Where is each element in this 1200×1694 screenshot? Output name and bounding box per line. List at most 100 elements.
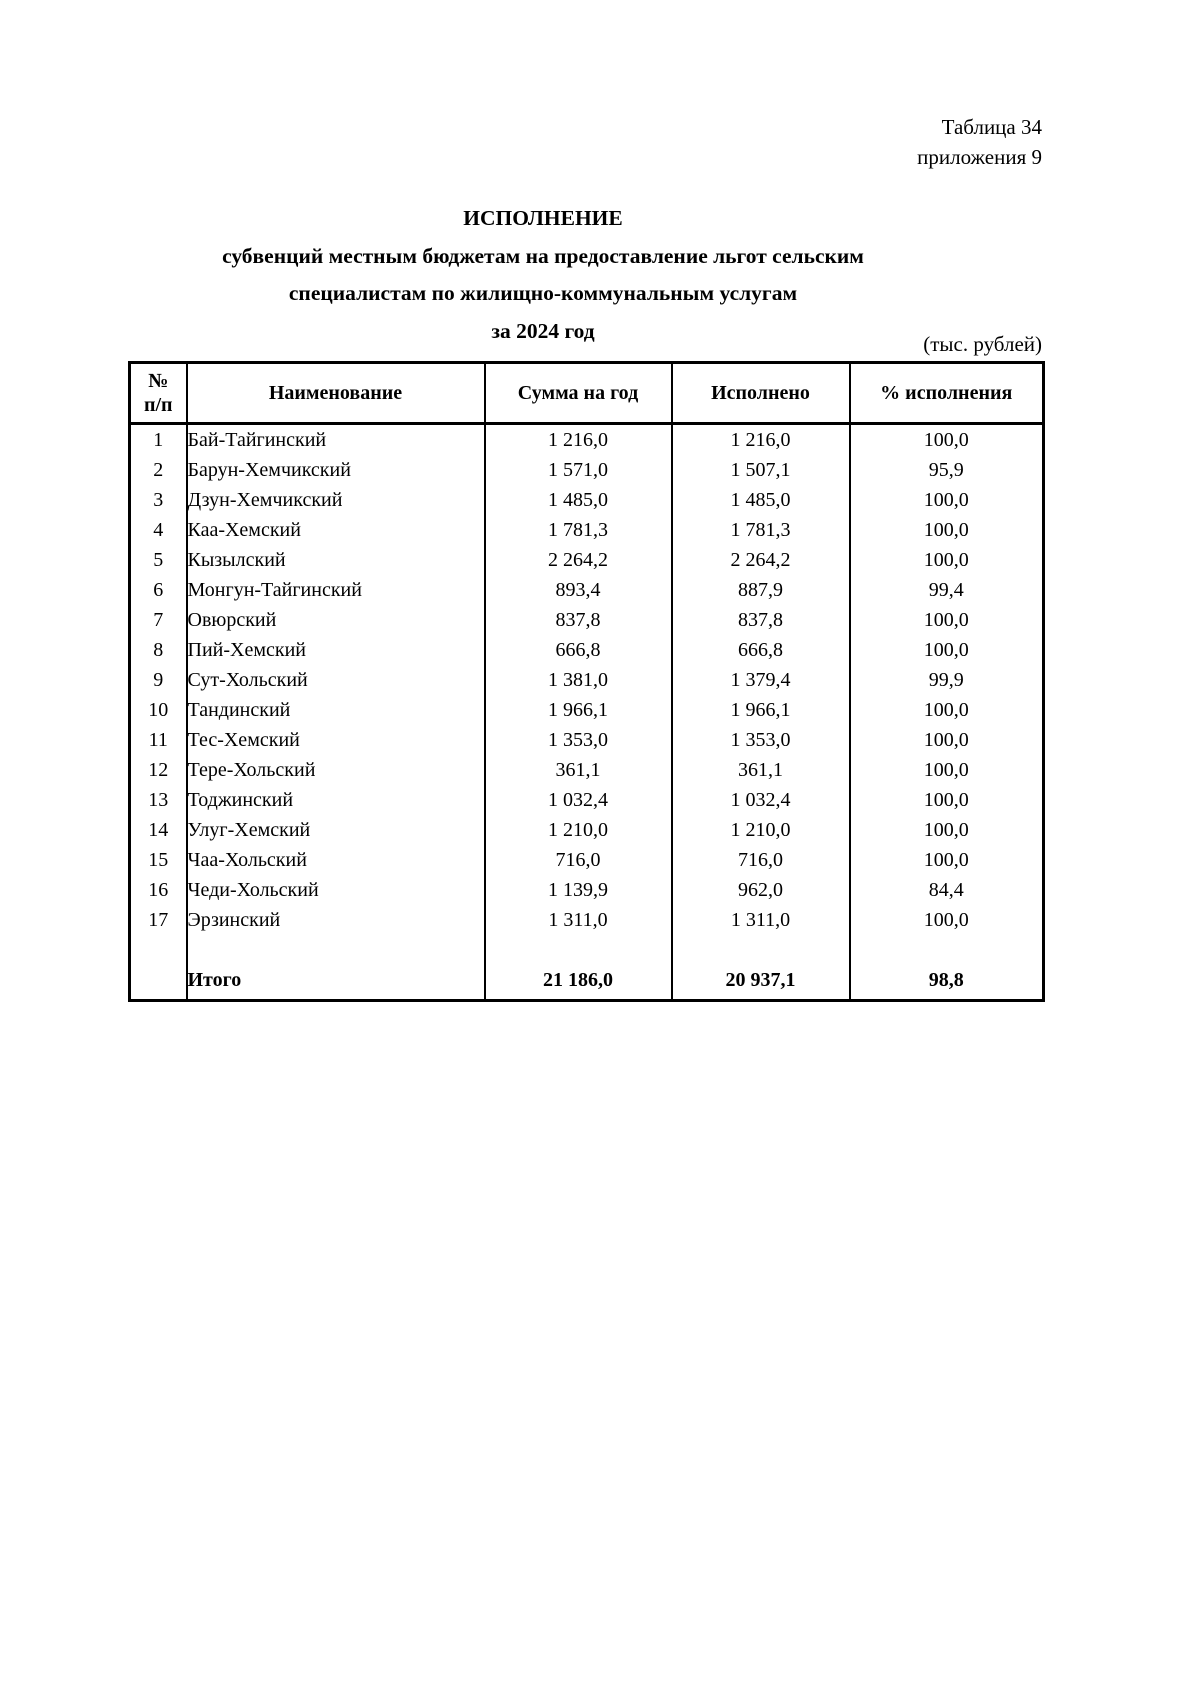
cell-annual-sum: 1 966,1 (483, 695, 673, 725)
cell-executed: 1 966,1 (670, 695, 851, 725)
cell-district-name: Тоджинский (185, 785, 486, 815)
cell-row-number: 8 (128, 635, 188, 665)
cell-district-name: Тере-Хольский (185, 755, 486, 785)
title-line-3: специалистам по жилищно-коммунальным усл… (288, 281, 798, 305)
table-row: 3 Дзун-Хемчикский 1 485,0 1 485,0 100,0 (128, 485, 1045, 515)
spacer-row (128, 935, 1045, 965)
cell-percent: 100,0 (848, 815, 1045, 845)
cell-row-number: 12 (128, 755, 188, 785)
cell-row-number: 9 (128, 665, 188, 695)
cell-annual-sum: 2 264,2 (483, 545, 673, 575)
cell-executed: 716,0 (670, 845, 851, 875)
col-header-name: Наименование (185, 362, 486, 425)
cell-row-number: 11 (128, 725, 188, 755)
cell-row-number: 4 (128, 515, 188, 545)
cell-percent: 100,0 (848, 755, 1045, 785)
cell-row-number: 15 (128, 845, 188, 875)
title-line-2: субвенций местным бюджетам на предоставл… (222, 243, 864, 268)
cell-percent: 100,0 (848, 695, 1045, 725)
table-row: 1 Бай-Тайгинский 1 216,0 1 216,0 100,0 (128, 423, 1045, 455)
cell-annual-sum: 1 781,3 (483, 515, 673, 545)
cell-percent: 100,0 (848, 725, 1045, 755)
cell-percent: 100,0 (848, 485, 1045, 515)
corner-reference: Таблица 34 приложения 9 (917, 112, 1042, 172)
table-row: 13 Тоджинский 1 032,4 1 032,4 100,0 (128, 785, 1045, 815)
cell-row-number: 13 (128, 785, 188, 815)
cell-district-name: Бай-Тайгинский (185, 423, 486, 455)
cell-annual-sum: 1 571,0 (483, 455, 673, 485)
cell-row-number: 16 (128, 875, 188, 905)
cell-district-name: Чаа-Хольский (185, 845, 486, 875)
cell-district-name: Пий-Хемский (185, 635, 486, 665)
cell-row-number: 17 (128, 905, 188, 935)
cell-executed: 1 379,4 (670, 665, 851, 695)
cell-empty (128, 935, 188, 965)
cell-district-name: Тандинский (185, 695, 486, 725)
cell-annual-sum: 837,8 (483, 605, 673, 635)
cell-district-name: Улуг-Хемский (185, 815, 486, 845)
title-line-4: за 2024 год (491, 318, 595, 343)
table-row: 6 Монгун-Тайгинский 893,4 887,9 99,4 (128, 575, 1045, 605)
total-label: Итого (185, 965, 486, 1001)
cell-executed: 1 353,0 (670, 725, 851, 755)
total-executed: 20 937,1 (670, 965, 851, 1001)
cell-row-number: 7 (128, 605, 188, 635)
cell-percent: 100,0 (848, 785, 1045, 815)
total-percent: 98,8 (848, 965, 1045, 1001)
cell-executed: 1 311,0 (670, 905, 851, 935)
col-header-executed: Исполнено (670, 362, 851, 425)
execution-table: № п/п Наименование Сумма на год Исполнен… (128, 361, 1045, 1002)
cell-district-name: Кызылский (185, 545, 486, 575)
cell-percent: 100,0 (848, 545, 1045, 575)
cell-empty (483, 935, 673, 965)
cell-empty (670, 935, 851, 965)
cell-row-number: 5 (128, 545, 188, 575)
cell-empty (185, 935, 486, 965)
cell-executed: 1 485,0 (670, 485, 851, 515)
cell-executed: 837,8 (670, 605, 851, 635)
corner-appendix-number: приложения 9 (917, 145, 1042, 169)
cell-annual-sum: 1 032,4 (483, 785, 673, 815)
cell-district-name: Монгун-Тайгинский (185, 575, 486, 605)
table-row: 5 Кызылский 2 264,2 2 264,2 100,0 (128, 545, 1045, 575)
table-row: 7 Овюрский 837,8 837,8 100,0 (128, 605, 1045, 635)
cell-district-name: Дзун-Хемчикский (185, 485, 486, 515)
table-row: 8 Пий-Хемский 666,8 666,8 100,0 (128, 635, 1045, 665)
table-row: 4 Каа-Хемский 1 781,3 1 781,3 100,0 (128, 515, 1045, 545)
document-title: ИСПОЛНЕНИЕ субвенций местным бюджетам на… (128, 200, 958, 350)
cell-percent: 84,4 (848, 875, 1045, 905)
total-row: Итого 21 186,0 20 937,1 98,8 (128, 965, 1045, 1001)
cell-annual-sum: 361,1 (483, 755, 673, 785)
cell-percent: 100,0 (848, 515, 1045, 545)
cell-executed: 1 216,0 (670, 423, 851, 455)
cell-row-number: 6 (128, 575, 188, 605)
cell-district-name: Тес-Хемский (185, 725, 486, 755)
cell-district-name: Каа-Хемский (185, 515, 486, 545)
cell-district-name: Барун-Хемчикский (185, 455, 486, 485)
cell-empty (848, 935, 1045, 965)
col-header-row-number: № п/п (128, 362, 188, 425)
cell-executed: 1 781,3 (670, 515, 851, 545)
cell-percent: 100,0 (848, 845, 1045, 875)
cell-percent: 100,0 (848, 605, 1045, 635)
corner-table-number: Таблица 34 (941, 115, 1042, 139)
cell-executed: 666,8 (670, 635, 851, 665)
cell-executed: 361,1 (670, 755, 851, 785)
header-row: № п/п Наименование Сумма на год Исполнен… (128, 362, 1045, 425)
cell-executed: 887,9 (670, 575, 851, 605)
col-header-num-bottom: п/п (143, 394, 173, 416)
cell-annual-sum: 716,0 (483, 845, 673, 875)
cell-percent: 95,9 (848, 455, 1045, 485)
cell-executed: 1 507,1 (670, 455, 851, 485)
table-row: 9 Сут-Хольский 1 381,0 1 379,4 99,9 (128, 665, 1045, 695)
col-header-percent: % исполнения (848, 362, 1045, 425)
cell-percent: 99,4 (848, 575, 1045, 605)
total-annual-sum: 21 186,0 (483, 965, 673, 1001)
cell-district-name: Овюрский (185, 605, 486, 635)
cell-annual-sum: 1 353,0 (483, 725, 673, 755)
cell-row-number: 3 (128, 485, 188, 515)
cell-empty (128, 965, 188, 1001)
cell-executed: 1 210,0 (670, 815, 851, 845)
cell-annual-sum: 1 210,0 (483, 815, 673, 845)
cell-district-name: Эрзинский (185, 905, 486, 935)
